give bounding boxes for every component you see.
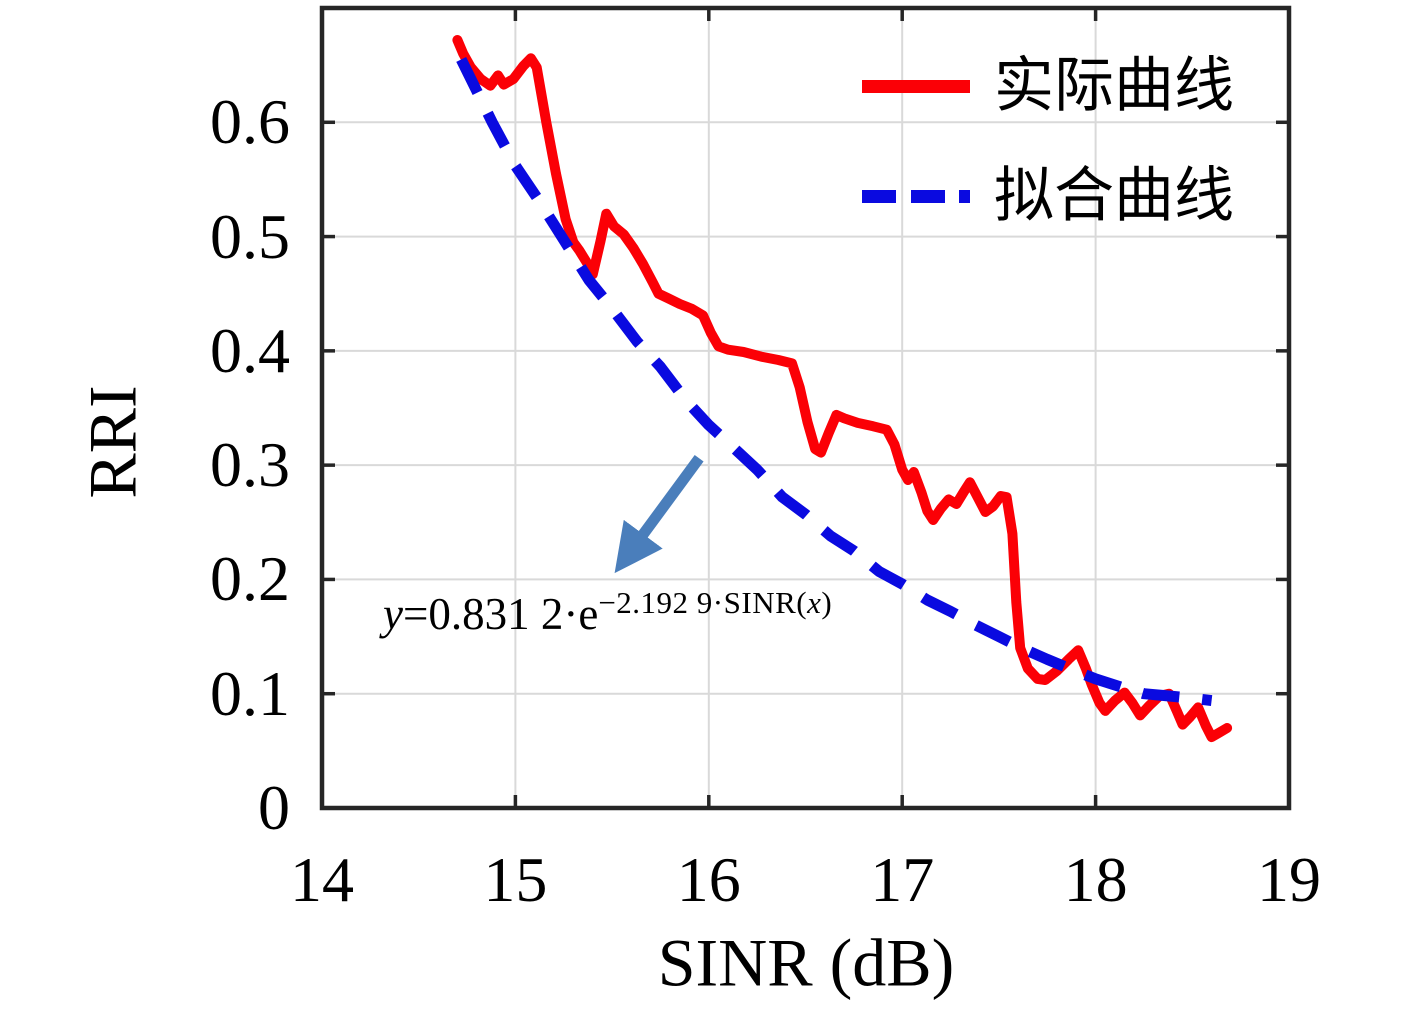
legend-item-fitted: 拟合曲线 bbox=[862, 158, 1234, 234]
y-tick-label: 0.6 bbox=[210, 86, 290, 158]
y-tick-label: 0.2 bbox=[210, 543, 290, 615]
legend-item-actual: 实际曲线 bbox=[862, 48, 1234, 124]
plot-border bbox=[319, 5, 1292, 811]
x-tick-label: 15 bbox=[483, 844, 548, 915]
legend-swatch-actual bbox=[862, 79, 970, 93]
equation-exponent: −2.192 9·SINR(x) bbox=[598, 585, 833, 620]
series-fitted bbox=[456, 56, 1213, 707]
solid-line-swatch-icon bbox=[862, 79, 970, 93]
y-tick-label: 0.3 bbox=[210, 429, 290, 501]
x-axis-title: SINR (dB) bbox=[657, 924, 955, 1001]
equation-lhs: y bbox=[383, 589, 403, 639]
x-tick-label: 14 bbox=[290, 844, 354, 915]
annotation-arrow bbox=[614, 455, 704, 574]
legend-swatch-fitted bbox=[862, 189, 970, 203]
legend: 实际曲线 拟合曲线 bbox=[862, 48, 1234, 268]
equation-base: =0.831 2·e bbox=[402, 589, 599, 639]
x-tick-label: 17 bbox=[870, 844, 935, 915]
series-actual bbox=[452, 35, 1233, 743]
legend-label-fitted: 拟合曲线 bbox=[994, 163, 1234, 229]
y-tick-label: 0.1 bbox=[210, 657, 290, 729]
y-tick-label: 0.4 bbox=[210, 314, 290, 386]
fit-equation-label: y=0.831 2·e−2.192 9·SINR(x) bbox=[383, 584, 832, 642]
y-tick-label: 0 bbox=[258, 772, 290, 843]
y-axis-title: RRI bbox=[74, 385, 151, 499]
x-tick-label: 16 bbox=[676, 844, 741, 915]
y-tick-label: 0.5 bbox=[210, 200, 290, 272]
legend-label-actual: 实际曲线 bbox=[994, 53, 1234, 119]
x-tick-label: 19 bbox=[1257, 844, 1321, 915]
dashed-line-swatch-icon bbox=[862, 189, 970, 203]
x-tick-label: 18 bbox=[1063, 844, 1128, 915]
